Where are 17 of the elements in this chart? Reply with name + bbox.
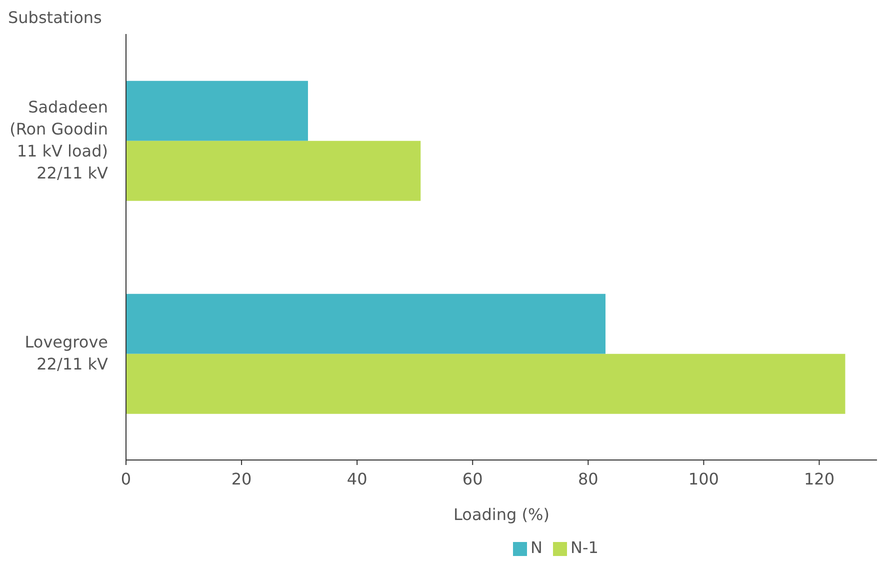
x-tick-label: 60 <box>462 469 483 488</box>
bar <box>126 294 606 354</box>
x-tick-label: 0 <box>120 469 132 488</box>
bar <box>126 354 846 414</box>
legend-label: N-1 <box>570 538 598 557</box>
y-tick-label: Lovegrove 22/11 kV <box>24 332 108 374</box>
y-axis-title: Substations <box>8 8 102 27</box>
x-tick-label: 40 <box>346 469 368 488</box>
x-tick-label: 20 <box>231 469 252 488</box>
x-tick-label: 100 <box>688 469 719 488</box>
bar <box>126 80 308 141</box>
x-axis-title: Loading (%) <box>454 505 550 524</box>
legend-label: N <box>530 538 543 557</box>
y-tick-label: Sadadeen (Ron Goodin 11 kV load) 22/11 kV <box>10 98 108 182</box>
x-tick-label: 120 <box>804 469 835 488</box>
bar <box>126 140 421 201</box>
x-tick-label: 80 <box>578 469 598 488</box>
